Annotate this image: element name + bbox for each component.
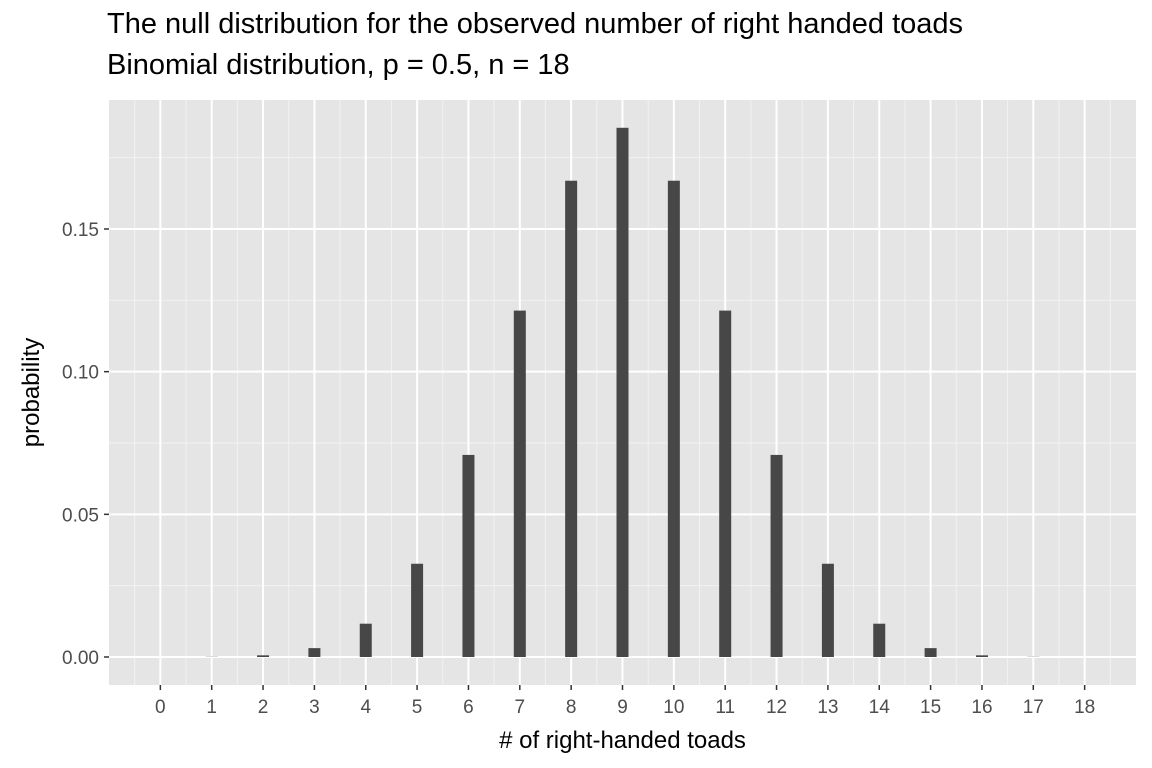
bar-9 bbox=[616, 127, 629, 658]
chart-title: The null distribution for the observed n… bbox=[107, 8, 964, 40]
bar-15 bbox=[924, 648, 937, 657]
bar-4 bbox=[359, 623, 372, 657]
bar-3 bbox=[308, 648, 321, 657]
bar-14 bbox=[873, 623, 886, 657]
x-tick-label: 4 bbox=[360, 697, 371, 718]
x-tick-label: 5 bbox=[412, 697, 423, 718]
x-tick-label: 16 bbox=[971, 697, 992, 718]
bar-10 bbox=[667, 180, 680, 657]
x-tick-label: 17 bbox=[1023, 697, 1044, 718]
y-tick-label: 0.05 bbox=[62, 505, 99, 526]
x-tick-label: 10 bbox=[663, 697, 684, 718]
x-tick-label: 14 bbox=[869, 697, 891, 718]
chart-subtitle: Binomial distribution, p = 0.5, n = 18 bbox=[107, 49, 570, 81]
x-tick-label: 9 bbox=[617, 697, 628, 718]
bar-16 bbox=[975, 655, 988, 657]
x-tick-label: 0 bbox=[155, 697, 166, 718]
bar-13 bbox=[821, 563, 834, 657]
bars bbox=[154, 127, 1091, 658]
bar-2 bbox=[257, 655, 270, 657]
x-tick-label: 8 bbox=[566, 697, 577, 718]
x-tick-label: 13 bbox=[817, 697, 838, 718]
x-tick-label: 2 bbox=[258, 697, 269, 718]
x-tick-label: 12 bbox=[766, 697, 787, 718]
x-tick-label: 15 bbox=[920, 697, 941, 718]
y-axis-title: probability bbox=[18, 338, 45, 447]
x-tick-label: 6 bbox=[463, 697, 474, 718]
bar-12 bbox=[770, 454, 783, 657]
x-tick-label: 7 bbox=[515, 697, 526, 718]
x-tick-label: 1 bbox=[206, 697, 217, 718]
bar-11 bbox=[719, 310, 732, 657]
bar-6 bbox=[462, 454, 475, 657]
x-tick-label: 11 bbox=[715, 697, 735, 718]
y-tick-label: 0.00 bbox=[62, 648, 99, 669]
y-tick-label: 0.15 bbox=[62, 220, 99, 241]
bar-5 bbox=[411, 563, 424, 657]
bar-7 bbox=[513, 310, 526, 657]
y-tick-label: 0.10 bbox=[62, 363, 99, 384]
x-axis-title: # of right-handed toads bbox=[499, 727, 746, 754]
x-axis: 0 1 2 3 4 5 6 7 8 9 10 11 12 13 14 15 16 17 18 bbox=[155, 685, 1095, 718]
y-axis: 0.00 0.05 0.10 0.15 bbox=[62, 220, 109, 669]
bar-8 bbox=[565, 180, 578, 657]
x-tick-label: 3 bbox=[309, 697, 320, 718]
x-tick-label: 18 bbox=[1074, 697, 1095, 718]
